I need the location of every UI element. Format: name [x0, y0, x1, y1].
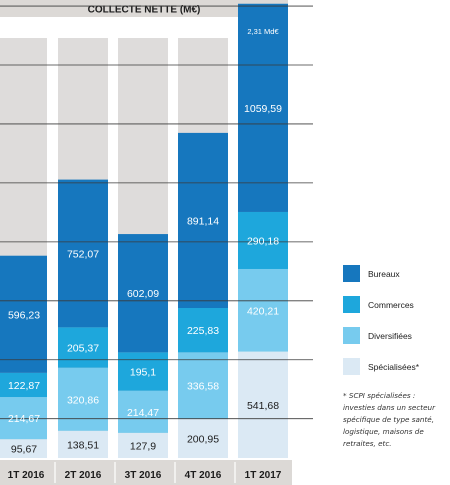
- legend-label: Bureaux: [368, 269, 400, 279]
- data-label: 122,87: [8, 380, 40, 392]
- bar-segment: [238, 351, 288, 458]
- total-label: 1,03 Md€: [6, 27, 38, 36]
- bar-segment: [118, 352, 168, 391]
- data-label: 752,07: [67, 248, 99, 260]
- category-label: 1T 2017: [245, 470, 282, 481]
- footnote: * SCPI spécialisées : investies dans un …: [343, 390, 448, 450]
- total-label: 1,42 Md€: [67, 27, 99, 36]
- bar-segment: [178, 352, 228, 419]
- bar-segment: [118, 432, 168, 458]
- footnote-line: * SCPI spécialisées :: [343, 391, 416, 400]
- legend-swatch: [343, 296, 360, 313]
- legend-swatch: [343, 327, 360, 344]
- data-label: 138,51: [67, 439, 99, 451]
- footnote-line: retraites, etc.: [343, 439, 392, 448]
- data-label: 336,58: [187, 380, 219, 392]
- total-label: 1,65 Md€: [187, 27, 219, 36]
- data-label: 205,37: [67, 343, 99, 355]
- legend-label: Commerces: [368, 300, 414, 310]
- category-label: 2T 2016: [65, 470, 102, 481]
- bar-segment: [0, 255, 47, 373]
- data-label: 541,68: [247, 400, 279, 412]
- data-label: 214,47: [127, 407, 159, 419]
- bar-segment: [0, 372, 47, 398]
- category-label: 3T 2016: [125, 470, 162, 481]
- bar-segment: [238, 211, 288, 269]
- bar-segment: [58, 327, 108, 368]
- category-label: 1T 2016: [8, 470, 45, 481]
- data-label: 596,23: [8, 309, 40, 321]
- bar-segment: [238, 3, 288, 212]
- legend-swatch: [343, 265, 360, 282]
- bar-segment: [58, 430, 108, 458]
- data-label: 214,67: [8, 413, 40, 425]
- bar-segment: [178, 307, 228, 353]
- legend-label: Spécialisées*: [368, 362, 420, 372]
- bar-segment: [0, 439, 47, 458]
- total-label: 1,14 Md€: [127, 27, 159, 36]
- data-label: 225,83: [187, 325, 219, 337]
- data-label: 95,67: [11, 444, 37, 456]
- bar-segment: [58, 367, 108, 431]
- bar-segment: [58, 179, 108, 328]
- bar-segment: [178, 418, 228, 458]
- category-bar: [0, 460, 292, 485]
- data-label: 320,86: [67, 394, 99, 406]
- data-label: 290,18: [247, 235, 279, 247]
- chart-title: COLLECTE NETTE (M€): [88, 5, 201, 16]
- data-label: 891,14: [187, 215, 219, 227]
- legend-label: Diversifiées: [368, 331, 412, 341]
- bar-segment: [0, 397, 47, 440]
- data-label: 200,95: [187, 433, 219, 445]
- footnote-line: investies dans un secteur: [343, 403, 436, 412]
- footnote-line: logistique, maisons de: [343, 427, 424, 436]
- footnote-line: spécifique de type santé,: [343, 415, 434, 424]
- bar-segment: [238, 268, 288, 352]
- bar-segment: [178, 132, 228, 308]
- data-label: 127,9: [130, 440, 156, 452]
- title-bar: [0, 0, 288, 17]
- data-label: 602,09: [127, 288, 159, 300]
- bar-segment: [118, 234, 168, 353]
- total-label: 2,31 Md€: [247, 27, 279, 36]
- data-label: 420,21: [247, 305, 279, 317]
- bar-segment: [118, 390, 168, 433]
- data-label: 195,1: [130, 367, 156, 379]
- category-label: 4T 2016: [185, 470, 222, 481]
- data-label: 1059,59: [244, 103, 282, 115]
- legend-swatch: [343, 358, 360, 375]
